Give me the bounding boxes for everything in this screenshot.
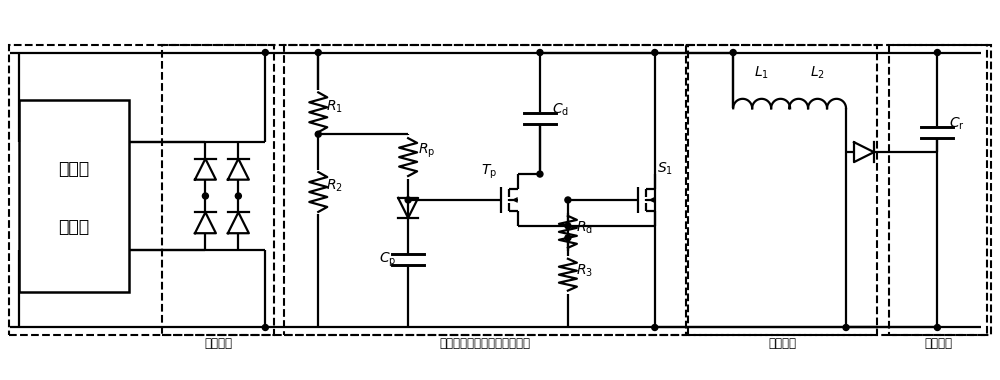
Text: $C_{\mathrm{d}}$: $C_{\mathrm{d}}$ (552, 102, 569, 119)
Text: $C_{\mathrm{r}}$: $C_{\mathrm{r}}$ (949, 116, 965, 133)
Text: 微能源: 微能源 (58, 218, 89, 236)
Circle shape (934, 325, 940, 331)
Circle shape (934, 49, 940, 55)
Circle shape (652, 49, 658, 55)
Text: 整流电路: 整流电路 (204, 337, 232, 350)
Text: 降压电路: 降压电路 (769, 337, 797, 350)
Text: $R_1$: $R_1$ (326, 98, 343, 114)
Text: $L_2$: $L_2$ (810, 65, 825, 81)
Text: $R_3$: $R_3$ (576, 263, 593, 279)
Text: 储能模块: 储能模块 (924, 337, 952, 350)
Text: $R_{\mathrm{p}}$: $R_{\mathrm{p}}$ (418, 142, 435, 160)
Text: $L_1$: $L_1$ (754, 65, 769, 81)
Circle shape (565, 223, 571, 229)
Circle shape (843, 325, 849, 331)
Circle shape (315, 131, 321, 137)
Text: $C_{\mathrm{p}}$: $C_{\mathrm{p}}$ (379, 250, 396, 269)
Circle shape (262, 325, 268, 331)
Circle shape (537, 49, 543, 55)
Text: 基于无源峰值检测的开关电路: 基于无源峰值检测的开关电路 (440, 337, 531, 350)
Circle shape (235, 193, 241, 199)
Circle shape (202, 193, 208, 199)
Text: $R_2$: $R_2$ (326, 178, 343, 194)
Circle shape (565, 197, 571, 203)
Circle shape (652, 325, 658, 331)
Circle shape (565, 235, 571, 241)
Circle shape (262, 49, 268, 55)
Circle shape (315, 49, 321, 55)
Text: $R_{\mathrm{d}}$: $R_{\mathrm{d}}$ (576, 220, 593, 236)
Text: 脉冲型: 脉冲型 (58, 160, 89, 178)
Text: $S_1$: $S_1$ (657, 161, 673, 177)
Circle shape (405, 197, 411, 203)
Circle shape (537, 171, 543, 177)
Text: $T_{\mathrm{p}}$: $T_{\mathrm{p}}$ (481, 162, 497, 180)
Circle shape (730, 49, 736, 55)
